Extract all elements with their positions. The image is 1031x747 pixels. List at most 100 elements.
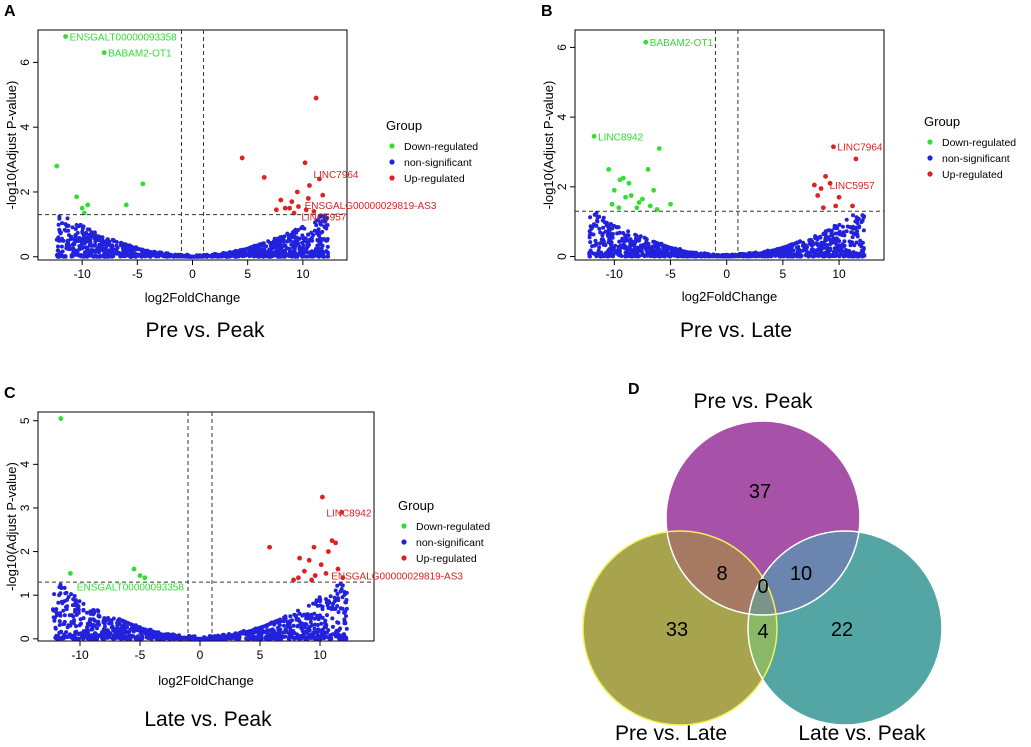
ns-point	[97, 633, 102, 638]
ns-point	[281, 619, 286, 624]
legend-entry: Up-regulated	[404, 173, 465, 185]
ns-point	[626, 233, 631, 238]
down-regulated-point	[636, 200, 642, 205]
ns-point	[107, 239, 112, 244]
ns-point	[301, 625, 306, 630]
ns-point	[819, 244, 823, 248]
ns-point	[305, 636, 310, 641]
ns-point	[308, 620, 313, 624]
ns-point	[619, 238, 624, 243]
ns-point	[839, 245, 844, 250]
ns-point	[604, 220, 609, 225]
legend-marker	[927, 155, 933, 161]
ns-point	[275, 246, 280, 251]
down-regulated-point	[606, 166, 612, 172]
legend-entry: Up-regulated	[416, 553, 477, 565]
y-tick-label: 4	[555, 113, 569, 120]
ns-point	[835, 244, 840, 249]
gene-label: LINC7964	[313, 170, 358, 181]
x-axis-label: log2FoldChange	[158, 673, 253, 688]
ns-point	[124, 636, 129, 640]
ns-point	[295, 239, 300, 244]
ns-point	[53, 626, 58, 631]
ns-point	[330, 624, 335, 629]
ns-point	[123, 253, 128, 258]
ns-point	[811, 254, 816, 259]
ns-point	[62, 613, 67, 618]
ns-point	[69, 234, 74, 239]
gene-label: LINC8942	[598, 132, 643, 143]
ns-point	[344, 606, 349, 611]
down-regulated-point	[651, 187, 657, 193]
ns-point	[56, 244, 60, 249]
ns-point	[290, 630, 295, 635]
ns-point	[113, 630, 118, 635]
ns-point	[336, 620, 341, 625]
down-regulated-point	[68, 570, 73, 576]
ns-point	[271, 253, 276, 258]
ns-point	[670, 250, 674, 255]
up-regulated-point	[317, 176, 322, 182]
down-regulated-point	[137, 573, 143, 578]
ns-point	[300, 250, 305, 255]
ns-point	[267, 249, 272, 254]
ns-point	[632, 252, 637, 257]
up-regulated-point	[853, 156, 859, 162]
ns-point	[646, 250, 651, 255]
ns-point	[317, 595, 322, 600]
ns-point	[57, 593, 62, 598]
down-regulated-point	[643, 39, 649, 45]
up-regulated-point	[820, 205, 826, 211]
ns-point	[335, 583, 340, 588]
ns-point	[590, 244, 595, 249]
ns-point	[851, 213, 855, 218]
ns-point	[827, 242, 832, 247]
up-regulated-point	[289, 199, 295, 205]
up-regulated-point	[831, 144, 836, 150]
ns-point	[317, 629, 322, 634]
ns-point	[340, 595, 345, 600]
ns-point	[608, 253, 613, 258]
ns-point	[80, 635, 85, 640]
ns-point	[102, 246, 107, 251]
ns-point	[656, 251, 661, 256]
ns-point	[63, 591, 68, 596]
ns-point	[637, 253, 642, 258]
ns-point	[291, 253, 296, 257]
ns-point	[815, 237, 820, 242]
ns-point	[144, 635, 149, 640]
ns-point	[769, 254, 774, 259]
ns-point	[93, 249, 97, 254]
ns-point	[296, 634, 301, 639]
ns-point	[303, 247, 308, 252]
ns-point	[65, 224, 70, 229]
ns-point	[629, 240, 634, 245]
ns-point	[67, 247, 72, 252]
ns-point	[290, 230, 295, 235]
ns-point	[110, 636, 115, 641]
up-regulated-point	[302, 568, 307, 574]
ns-point	[77, 636, 82, 641]
legend-marker	[401, 523, 407, 529]
ns-point	[334, 596, 339, 601]
ns-point	[610, 226, 615, 231]
ns-point	[101, 627, 106, 632]
ns-point	[60, 249, 65, 254]
up-regulated-point	[311, 209, 317, 214]
gene-label: ENSGALG00000029819-AS3	[305, 201, 437, 212]
legend-entry: Down-regulated	[416, 521, 490, 533]
ns-point	[860, 240, 865, 245]
ns-point	[660, 254, 665, 258]
ns-point	[115, 622, 120, 627]
ns-point	[93, 233, 98, 238]
ns-point	[57, 630, 62, 635]
ns-point	[832, 254, 837, 259]
gene-label: ENSGALT00000093358	[77, 582, 185, 593]
venn-label-pre-vs-peak: Pre vs. Peak	[693, 390, 813, 413]
ns-point	[71, 614, 76, 619]
ns-point	[328, 594, 333, 599]
ns-point	[60, 221, 65, 226]
legend-entry: non-significant	[416, 537, 484, 549]
ns-point	[291, 623, 296, 628]
down-regulated-point	[668, 201, 673, 207]
